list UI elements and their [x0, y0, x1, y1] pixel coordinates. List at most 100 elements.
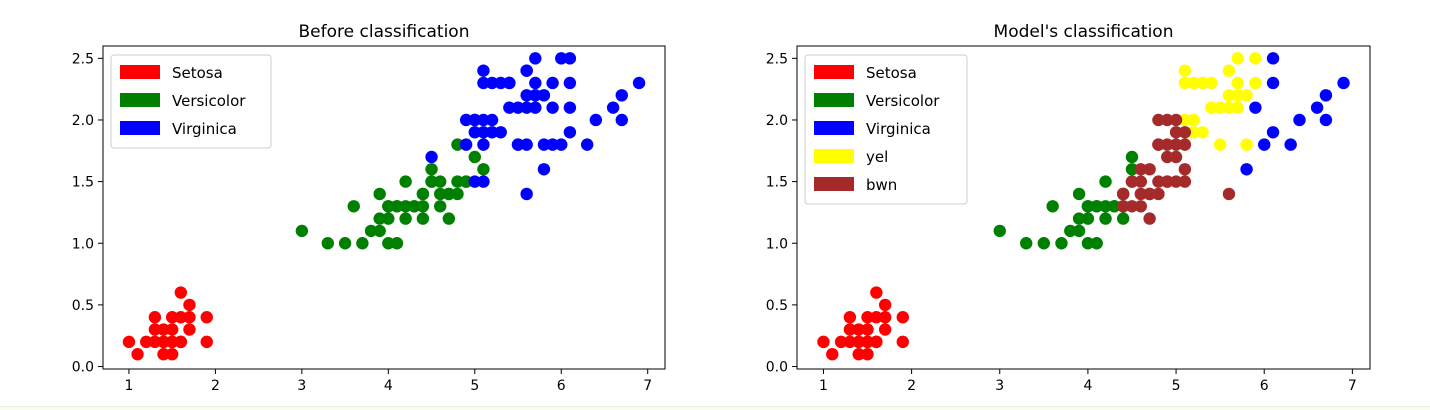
- legend-label: Setosa: [172, 64, 223, 82]
- data-point-virginica: [477, 175, 490, 188]
- data-point-bwn: [1152, 187, 1165, 201]
- data-point-setosa: [183, 323, 196, 336]
- legend-label: Virginica: [172, 120, 237, 138]
- x-tick-label: 6: [1260, 378, 1269, 394]
- data-point-yel: [1222, 89, 1236, 102]
- data-point-versicolor: [416, 212, 430, 225]
- data-point-setosa: [165, 348, 179, 361]
- data-point-setosa: [122, 335, 136, 349]
- data-point-versicolor: [434, 187, 447, 201]
- data-point-virginica: [529, 52, 542, 65]
- data-point-setosa: [896, 311, 909, 324]
- y-tick-label: 1.5: [72, 175, 94, 191]
- data-point-bwn: [1143, 212, 1156, 225]
- y-tick-label: 2.5: [72, 51, 94, 67]
- data-point-virginica: [615, 113, 628, 127]
- data-point-yel: [1231, 89, 1244, 102]
- x-tick-label: 7: [1348, 378, 1357, 394]
- data-point-virginica: [1319, 89, 1333, 102]
- data-point-yel: [1231, 76, 1244, 90]
- data-point-virginica: [477, 76, 490, 90]
- data-point-virginica: [485, 113, 499, 127]
- data-point-virginica: [529, 101, 542, 114]
- legend-swatch: [814, 177, 854, 191]
- data-point-yel: [1187, 113, 1200, 127]
- x-tick-label: 5: [470, 378, 479, 394]
- data-point-setosa: [852, 323, 865, 336]
- data-point-versicolor: [416, 200, 430, 213]
- x-tick-label: 1: [124, 378, 133, 394]
- data-point-virginica: [546, 138, 559, 151]
- data-point-virginica: [563, 101, 577, 114]
- data-point-versicolor: [442, 187, 456, 201]
- data-point-versicolor: [1055, 237, 1068, 250]
- chart-title: Before classification: [299, 22, 470, 42]
- data-point-setosa: [165, 323, 179, 336]
- legend: Setosa Versicolor Virginica: [110, 54, 272, 149]
- legend-swatch: [120, 65, 160, 79]
- data-point-yel: [1240, 89, 1253, 102]
- data-point-virginica: [1266, 76, 1280, 90]
- data-point-yel: [1178, 64, 1192, 77]
- data-point-bwn: [1134, 200, 1148, 213]
- data-point-yel: [1196, 126, 1209, 139]
- data-point-bwn: [1161, 138, 1174, 151]
- legend-label: bwn: [866, 176, 897, 194]
- data-point-virginica: [494, 76, 507, 90]
- data-point-virginica: [520, 89, 533, 102]
- data-point-versicolor: [364, 224, 378, 238]
- data-point-setosa: [157, 323, 170, 336]
- data-point-setosa: [878, 298, 892, 312]
- data-point-versicolor: [451, 138, 464, 151]
- data-point-setosa: [861, 323, 874, 336]
- data-point-virginica: [606, 101, 620, 114]
- data-point-virginica: [520, 64, 533, 77]
- data-point-bwn: [1161, 150, 1174, 164]
- data-point-setosa: [861, 348, 874, 361]
- axes-frame: [102, 45, 666, 370]
- data-point-versicolor: [1125, 163, 1139, 176]
- model-classification-chart: Model's classification 1 2 3 4 5 6 7 0.0 0.5 1.0 1.…: [766, 22, 1371, 394]
- data-point-virginica: [1266, 52, 1280, 65]
- data-point-yel: [1187, 126, 1200, 139]
- data-point-versicolor: [1125, 150, 1139, 164]
- data-point-virginica: [468, 175, 481, 188]
- data-point-yel: [1222, 64, 1236, 77]
- data-point-bwn: [1169, 138, 1183, 151]
- x-tick-label: 5: [1172, 378, 1181, 394]
- data-point-versicolor: [1108, 200, 1121, 213]
- x-tick-label: 6: [557, 378, 566, 394]
- data-point-virginica: [589, 113, 603, 127]
- data-point-bwn: [1134, 175, 1148, 188]
- data-point-versicolor: [382, 212, 395, 225]
- data-point-virginica: [563, 52, 577, 65]
- chart-title: Model's classification: [994, 22, 1174, 42]
- legend-label: Virginica: [866, 120, 931, 138]
- data-point-setosa: [174, 286, 188, 299]
- data-point-virginica: [1293, 113, 1306, 127]
- data-point-virginica: [459, 138, 473, 151]
- data-point-setosa: [870, 335, 883, 349]
- data-point-virginica: [537, 138, 551, 151]
- data-point-virginica: [520, 101, 533, 114]
- data-point-virginica: [511, 101, 525, 114]
- data-point-yel: [1231, 101, 1244, 114]
- data-point-bwn: [1116, 200, 1130, 213]
- data-point-setosa: [843, 323, 857, 336]
- data-point-virginica: [563, 126, 577, 139]
- data-point-versicolor: [425, 163, 438, 176]
- x-tick-label: 4: [1083, 378, 1092, 394]
- data-point-versicolor: [1072, 212, 1086, 225]
- y-tick-label: 0.5: [72, 298, 94, 314]
- data-point-setosa: [843, 335, 857, 349]
- data-point-yel: [1213, 101, 1227, 114]
- data-point-setosa: [896, 335, 909, 349]
- data-point-setosa: [852, 348, 865, 361]
- data-point-virginica: [546, 101, 559, 114]
- data-point-versicolor: [993, 224, 1006, 238]
- data-point-yel: [1187, 76, 1200, 90]
- data-point-yel: [1249, 52, 1262, 65]
- data-point-virginica: [477, 126, 490, 139]
- legend-swatch: [814, 121, 854, 135]
- data-point-versicolor: [477, 163, 490, 176]
